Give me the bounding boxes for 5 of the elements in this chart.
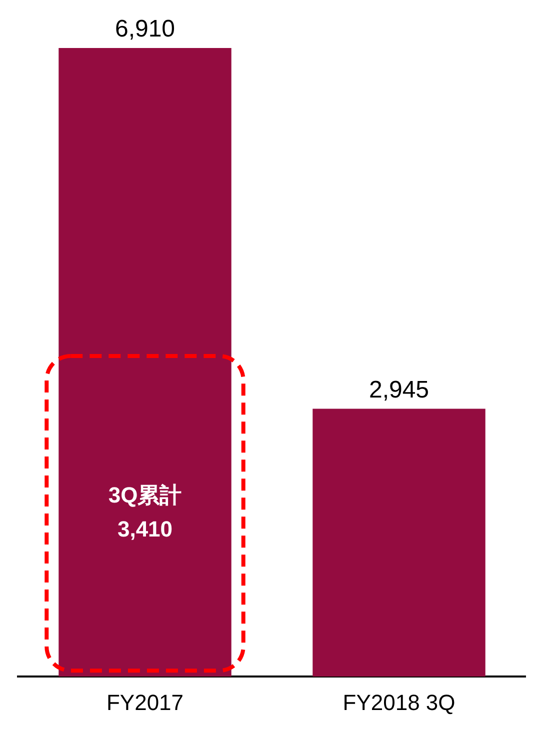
x-tick-label: FY2017	[106, 690, 184, 715]
x-tick-label: FY2018 3Q	[342, 690, 456, 715]
data-label: 2,945	[368, 376, 430, 404]
data-label: 6,910	[114, 16, 176, 43]
annotation: 3Q累計 3,410	[108, 482, 182, 542]
